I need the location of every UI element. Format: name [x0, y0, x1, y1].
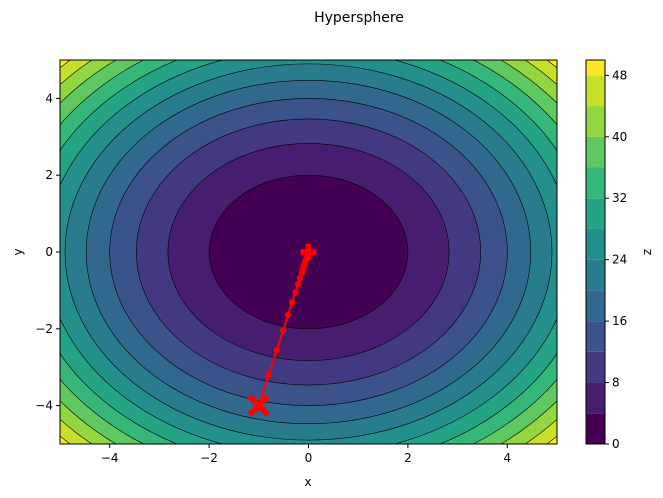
- x-tick-label: 0: [305, 451, 313, 465]
- colorbar-frame: [585, 59, 606, 445]
- y-tick-label: −4: [35, 399, 53, 413]
- colorbar-segment: [586, 290, 605, 322]
- path-point: [292, 289, 299, 296]
- path-point: [279, 327, 287, 334]
- contour-line: [208, 174, 409, 330]
- colorbar-segment: [586, 75, 605, 107]
- y-axis: −4 −2 0 2 4: [35, 91, 60, 413]
- colorbar-tick-label: 40: [612, 130, 627, 144]
- chart-title: Hypersphere: [314, 10, 404, 26]
- x-axis-label: x: [304, 475, 311, 489]
- x-tick-label: −4: [101, 451, 119, 465]
- contour-line: [85, 79, 532, 425]
- path-point: [288, 299, 296, 306]
- contour-line: [109, 98, 508, 406]
- optimization-path: [247, 244, 317, 417]
- contour-line: [136, 118, 481, 386]
- y-axis-label: y: [11, 248, 25, 255]
- end-marker: [300, 244, 317, 260]
- path-point: [294, 281, 302, 288]
- y-tick-label: 4: [45, 91, 53, 105]
- colorbar-segment: [586, 259, 605, 291]
- colorbar-segment: [586, 413, 605, 444]
- path-point: [284, 311, 292, 319]
- colorbar-segment: [586, 321, 605, 352]
- colorbar-tick-label: 48: [612, 68, 627, 82]
- path-point: [273, 347, 280, 354]
- colorbar-tick-label: 24: [612, 253, 627, 267]
- y-tick-label: 2: [45, 168, 53, 182]
- colorbar-segment: [586, 351, 605, 383]
- colorbar-segment: [586, 382, 605, 414]
- colorbar-segment: [586, 106, 605, 137]
- path-point: [296, 274, 304, 281]
- path-point: [265, 371, 272, 379]
- colorbar-tick-label: 16: [612, 314, 627, 328]
- colorbar-segment: [586, 136, 605, 168]
- x-axis: −4 −2 0 2 4: [101, 444, 511, 465]
- start-marker: [247, 394, 271, 417]
- y-tick-label: −2: [35, 322, 53, 336]
- colorbar-segment: [586, 198, 605, 229]
- colorbar-segment: [586, 167, 605, 199]
- x-tick-label: 4: [503, 451, 511, 465]
- colorbar-tick-label: 32: [612, 191, 627, 205]
- colorbar-label: z: [640, 249, 654, 255]
- x-tick-label: 2: [404, 451, 412, 465]
- colorbar-tick-label: 8: [612, 376, 620, 390]
- colorbar-tick-label: 0: [612, 437, 620, 451]
- colorbar-segment: [586, 60, 605, 76]
- contour-line: [64, 63, 553, 441]
- contour-line: [167, 143, 450, 361]
- colorbar-segment: [586, 228, 605, 260]
- x-tick-label: −2: [200, 451, 218, 465]
- colorbar: 0 8 16 24 32 40 48: [585, 59, 627, 451]
- y-tick-label: 0: [45, 245, 53, 259]
